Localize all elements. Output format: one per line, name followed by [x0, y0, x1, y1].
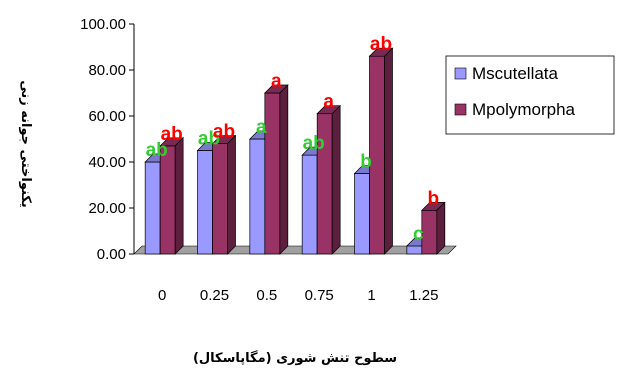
y-axis-title: یکنواختی جوانه زنی — [18, 80, 33, 208]
bar — [368, 47, 394, 255]
bar-front — [144, 161, 161, 255]
bar-front — [421, 209, 438, 255]
legend-swatch — [454, 67, 467, 80]
legend: Mscutellata Mpolymorpha — [445, 55, 615, 135]
bar-side — [331, 104, 341, 255]
significance-label: a — [271, 71, 282, 92]
significance-label: ab — [161, 124, 183, 145]
x-tick-label: 1.25 — [409, 287, 438, 304]
chart-tick-labels: 0.00 20.00 40.00 60.00 80.00 100.00 0 0.25 0.5 0.… — [80, 16, 438, 304]
legend-swatch — [454, 103, 467, 116]
y-tick-label: 100.00 — [80, 16, 126, 33]
bar — [211, 134, 237, 255]
legend-label: Mpolymorpha — [472, 100, 576, 119]
x-tick-label: 0.5 — [256, 287, 277, 304]
bar-side — [384, 47, 393, 255]
bar-side — [174, 137, 184, 255]
significance-label: ab — [198, 129, 220, 150]
x-tick-label: 0.75 — [305, 287, 334, 304]
significance-label: b — [360, 152, 372, 173]
significance-label: ab — [370, 34, 392, 55]
bar-front — [354, 173, 370, 255]
x-tick-label: 0 — [158, 287, 166, 304]
y-tick-label: 60.00 — [88, 108, 126, 125]
bar-front — [301, 154, 318, 255]
bar — [263, 84, 289, 255]
y-tick-label: 80.00 — [88, 62, 126, 79]
x-axis-title: سطوح تنش شوری (مگاپاسکال) — [193, 350, 397, 366]
bar-front — [212, 143, 228, 255]
significance-label: a — [256, 117, 267, 138]
bar — [316, 104, 342, 255]
y-tick-label: 0.00 — [97, 246, 126, 263]
chart-bars — [144, 47, 446, 255]
bar-side — [436, 201, 446, 255]
x-tick-label: 1 — [367, 287, 375, 304]
significance-label: b — [428, 188, 440, 209]
bar-side — [279, 84, 289, 255]
bar — [159, 137, 185, 255]
y-tick-label: 20.00 — [88, 200, 126, 217]
bar-front — [406, 245, 423, 255]
x-tick-label: 0.25 — [200, 287, 229, 304]
y-tick-label: 40.00 — [88, 154, 126, 171]
legend-box — [445, 55, 615, 135]
bar-front — [264, 92, 281, 255]
significance-label: ab — [303, 133, 325, 154]
bar-side — [227, 134, 236, 255]
significance-label: ab — [213, 122, 235, 143]
significance-label: c — [413, 224, 424, 245]
bar-front — [197, 150, 213, 255]
legend-label: Mscutellata — [472, 64, 559, 83]
significance-label: ab — [146, 140, 168, 161]
significance-label: a — [323, 92, 334, 113]
bar — [420, 201, 446, 255]
bar-front — [249, 138, 266, 255]
bar-front — [159, 145, 176, 255]
